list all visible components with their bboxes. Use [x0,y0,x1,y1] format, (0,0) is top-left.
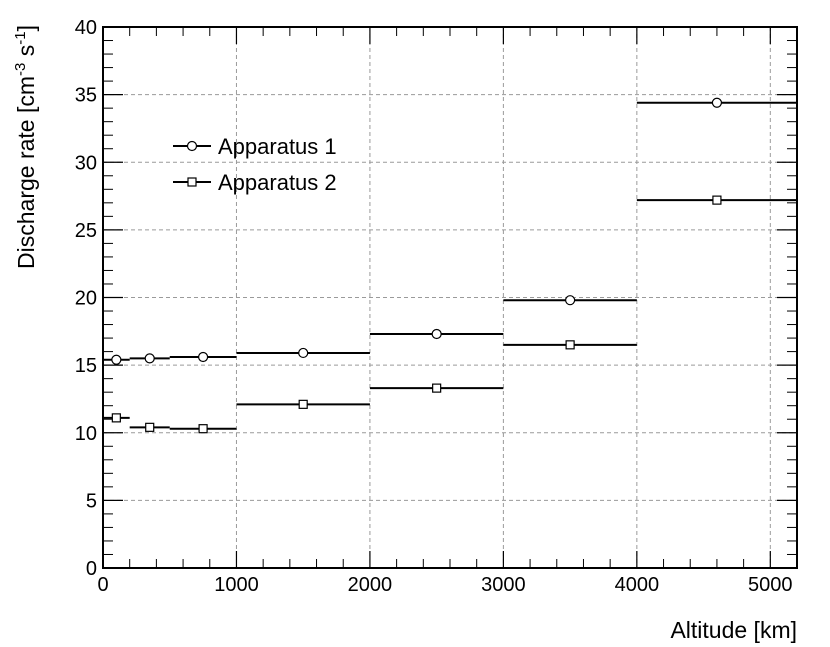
y-tick-label: 5 [86,490,97,512]
data-point-circle [711,97,723,108]
y-tick-label: 20 [75,288,97,310]
legend-entry-apparatus-1: Apparatus 1 [173,134,337,159]
data-point-square [565,340,575,350]
y-axis-title-exp1: -3 [12,63,29,76]
y-axis-title-exp2: -1 [12,31,29,44]
series-2 [103,195,797,434]
y-tick-label: 30 [75,152,97,174]
y-tick-label: 40 [75,17,97,39]
data-point-circle [197,351,209,363]
x-tick-label: 1000 [214,574,259,596]
legend-entry-apparatus-2: Apparatus 2 [173,170,337,195]
data-point-circle [431,328,442,340]
y-axis-title-end: ] [13,25,39,31]
legend: Apparatus 1 Apparatus 2 [173,134,337,195]
x-tick-label: 5000 [748,574,793,596]
data-point-circle [111,354,122,365]
data-point-circle [298,347,309,359]
data-point-square [712,195,722,205]
data-point-circle [565,295,576,306]
data-point-square [145,422,155,432]
y-axis-title: Discharge rate [cm-3 s-1] [12,25,39,269]
legend-label-apparatus-1: Apparatus 1 [218,134,337,159]
y-tick-label: 0 [86,558,97,580]
x-tick-label: 0 [97,574,108,596]
y-tick-label: 10 [75,423,97,445]
series-1 [103,97,797,365]
data-point-square [111,413,121,423]
grid [103,27,797,568]
y-tick-label: 15 [75,355,97,377]
data-point-square [298,399,308,409]
plot-frame [102,26,798,569]
data-point-square [198,424,208,434]
legend-marker-square-icon [187,177,197,187]
data-series [103,97,797,434]
data-point-square [432,383,442,393]
y-tick-label: 25 [75,220,97,242]
legend-marker-circle-icon [186,140,198,152]
legend-label-apparatus-2: Apparatus 2 [218,170,337,195]
x-tick-label: 4000 [615,574,660,596]
data-point-circle [144,353,155,364]
x-axis-title: Altitude [km] [670,617,797,643]
y-axis-title-mid: s [13,45,39,63]
y-tick-label: 35 [75,85,97,107]
x-tick-label: 2000 [348,574,393,596]
y-axis-title-base: Discharge rate [cm [13,76,39,269]
tick-labels: 0 1000 2000 3000 4000 5000 0 5 10 15 20 25 30 35 40 [75,17,793,596]
x-tick-label: 3000 [481,574,526,596]
